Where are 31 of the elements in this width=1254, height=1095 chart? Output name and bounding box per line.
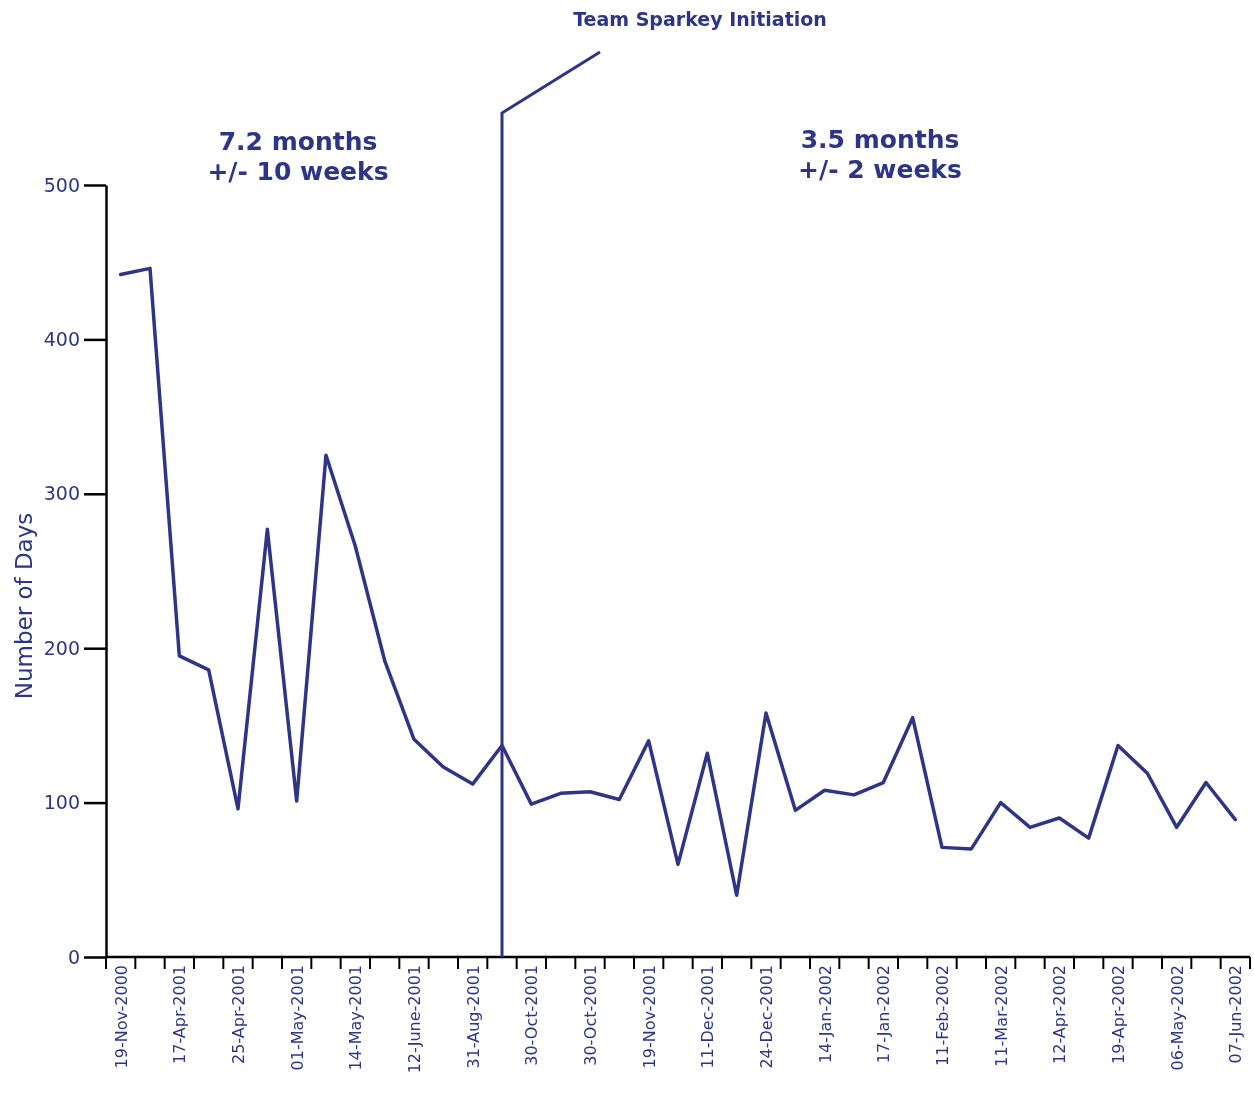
y-tick-label: 300 xyxy=(43,482,80,505)
y-tick-label: 0 xyxy=(67,945,80,968)
x-tick-label: 19-Nov-2001 xyxy=(639,965,659,1069)
x-tick-label: 14-Jan-2002 xyxy=(815,965,835,1064)
x-tick-label: 30-Oct-2001 xyxy=(581,965,600,1066)
x-tick-label: 01-May-2001 xyxy=(287,965,307,1071)
x-tick-label: 06-May-2002 xyxy=(1167,965,1187,1071)
x-tick-label: 11-Mar-2002 xyxy=(991,965,1011,1067)
x-tick-label: 17-Apr-2001 xyxy=(170,965,190,1064)
x-tick-label: 12-June-2001 xyxy=(405,965,424,1074)
x-tick-label: 30-Oct-2001 xyxy=(522,965,542,1066)
x-tick-label: 19-Nov-2000 xyxy=(111,965,131,1069)
x-tick-label: 31-Aug-2001 xyxy=(463,965,483,1069)
y-tick-label: 500 xyxy=(43,173,80,196)
text: Team Sparkey Initiation xyxy=(573,8,827,30)
line-series xyxy=(118,266,1238,897)
x-tick-label: 24-Dec-2001 xyxy=(757,965,776,1069)
x-tick-label: 11-Dec-2001 xyxy=(698,965,718,1069)
text: 3.5 months +/- 2 weeks xyxy=(798,125,962,184)
x-tick-label: 07-Jun-2002 xyxy=(1226,965,1246,1064)
x-tick-label: 19-Apr-2002 xyxy=(1109,965,1128,1064)
x-tick-label: 11-Feb-2002 xyxy=(933,965,952,1066)
x-tick-label: 12-Apr-2002 xyxy=(1050,965,1070,1064)
y-axis-title: Number of Days xyxy=(11,512,37,700)
x-tick-label: 14-May-2001 xyxy=(346,965,366,1071)
y-tick-label: 200 xyxy=(43,636,80,659)
annotation: 7.2 months +/- 10 weeks xyxy=(207,127,389,186)
x-tick-label: 25-Apr-2001 xyxy=(229,965,248,1064)
y-tick-label: 100 xyxy=(43,791,80,814)
y-tick-label: 400 xyxy=(43,327,80,350)
x-tick-label: 17-Jan-2002 xyxy=(874,965,894,1064)
